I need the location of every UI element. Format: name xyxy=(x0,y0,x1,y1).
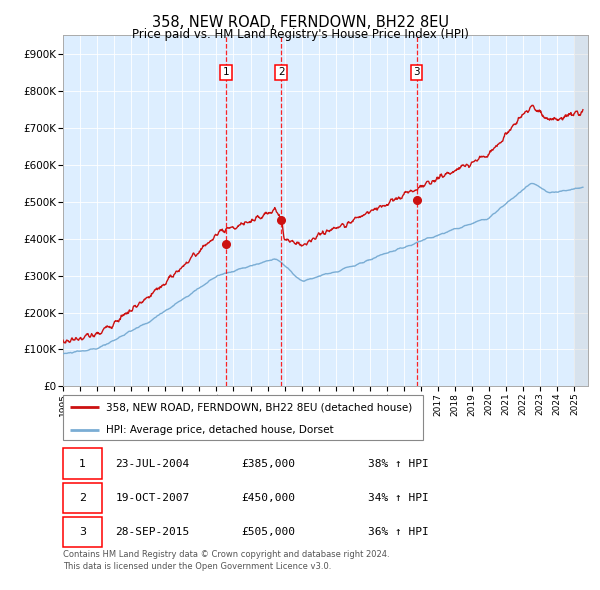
Text: HPI: Average price, detached house, Dorset: HPI: Average price, detached house, Dors… xyxy=(106,425,334,435)
FancyBboxPatch shape xyxy=(63,448,103,478)
Text: 2: 2 xyxy=(79,493,86,503)
Text: 34% ↑ HPI: 34% ↑ HPI xyxy=(367,493,428,503)
FancyBboxPatch shape xyxy=(63,517,103,547)
FancyBboxPatch shape xyxy=(63,483,103,513)
FancyBboxPatch shape xyxy=(63,395,423,440)
Text: Contains HM Land Registry data © Crown copyright and database right 2024.: Contains HM Land Registry data © Crown c… xyxy=(63,550,389,559)
Text: 3: 3 xyxy=(79,527,86,537)
Text: 23-JUL-2004: 23-JUL-2004 xyxy=(115,458,190,468)
Text: This data is licensed under the Open Government Licence v3.0.: This data is licensed under the Open Gov… xyxy=(63,562,331,571)
Text: 2: 2 xyxy=(278,67,284,77)
Text: £505,000: £505,000 xyxy=(241,527,296,537)
Text: 358, NEW ROAD, FERNDOWN, BH22 8EU (detached house): 358, NEW ROAD, FERNDOWN, BH22 8EU (detac… xyxy=(106,402,412,412)
Text: 3: 3 xyxy=(413,67,420,77)
Text: 19-OCT-2007: 19-OCT-2007 xyxy=(115,493,190,503)
Text: 1: 1 xyxy=(223,67,229,77)
Text: 358, NEW ROAD, FERNDOWN, BH22 8EU: 358, NEW ROAD, FERNDOWN, BH22 8EU xyxy=(151,15,449,30)
Text: 1: 1 xyxy=(79,458,86,468)
Text: £450,000: £450,000 xyxy=(241,493,296,503)
Text: 38% ↑ HPI: 38% ↑ HPI xyxy=(367,458,428,468)
Text: 36% ↑ HPI: 36% ↑ HPI xyxy=(367,527,428,537)
Text: Price paid vs. HM Land Registry's House Price Index (HPI): Price paid vs. HM Land Registry's House … xyxy=(131,28,469,41)
Text: £385,000: £385,000 xyxy=(241,458,296,468)
Text: 28-SEP-2015: 28-SEP-2015 xyxy=(115,527,190,537)
